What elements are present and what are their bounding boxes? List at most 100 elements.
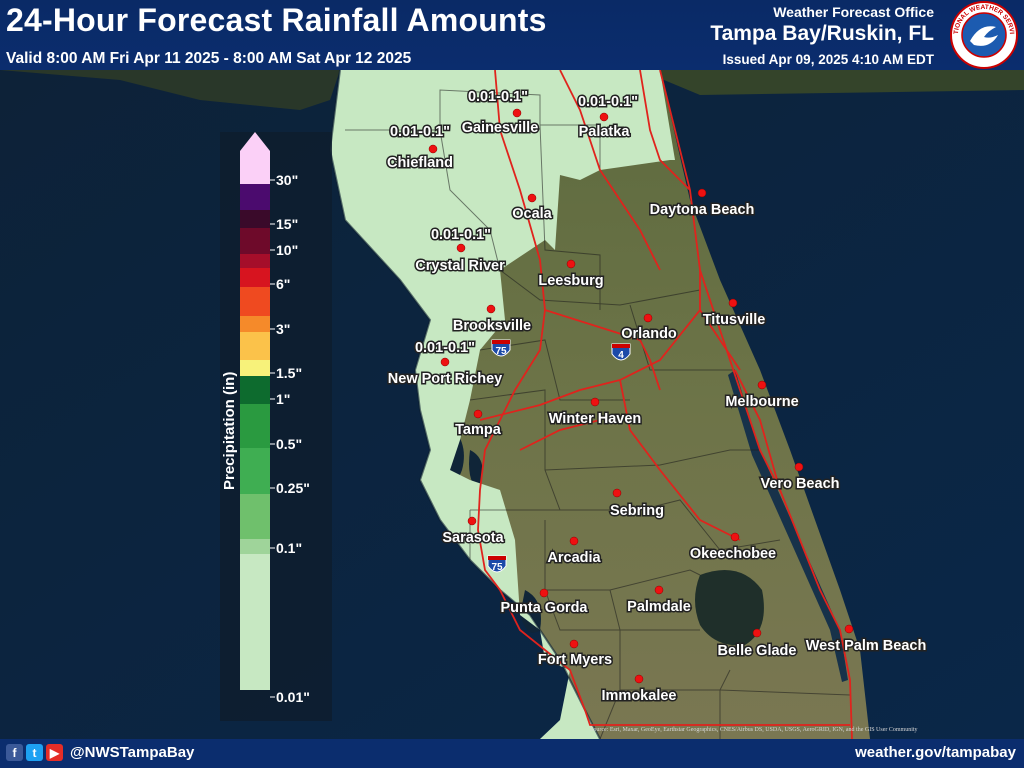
city-marker bbox=[527, 193, 537, 203]
shield-4-label: 4 bbox=[618, 350, 624, 361]
city-marker bbox=[566, 259, 576, 269]
city-label: Chiefland bbox=[387, 155, 453, 171]
legend-swatch-10 bbox=[240, 376, 270, 404]
legend-top-arrow bbox=[240, 132, 270, 151]
legend-label-4: 3" bbox=[276, 321, 290, 337]
rain-amount-labels: 0.01-0.1" 0.01-0.1" 0.01-0.1" 0.01-0.1" 0.01… bbox=[388, 88, 639, 358]
city-marker bbox=[539, 588, 549, 598]
county-lines bbox=[345, 89, 851, 739]
precip-legend: 30" 15" 10" 6" 3" 1.5" 1" 0.5" 0.25" 0.1" 0.01" Pr… bbox=[220, 132, 332, 721]
city-label: Ocala bbox=[512, 206, 552, 222]
social-handle[interactable]: @NWSTampaBay bbox=[70, 744, 195, 761]
facebook-icon[interactable]: f bbox=[6, 744, 23, 761]
city-marker bbox=[730, 532, 740, 542]
city-marker bbox=[612, 488, 622, 498]
city-marker bbox=[752, 628, 762, 638]
interstate-shield-4: 4 bbox=[611, 343, 631, 361]
legend-labels: 30" 15" 10" 6" 3" 1.5" 1" 0.5" 0.25" 0.1" 0.01" bbox=[270, 172, 310, 705]
shield-75-south-label: 75 bbox=[491, 562, 503, 573]
indian-river-lagoon bbox=[728, 370, 848, 682]
lake-okeechobee bbox=[695, 570, 764, 646]
city-label: Sarasota bbox=[442, 530, 504, 546]
city-label: New Port Richey bbox=[388, 371, 502, 387]
legend-swatch-0 bbox=[240, 151, 270, 184]
legend-label-5: 1.5" bbox=[276, 365, 302, 381]
city-label: Gainesville bbox=[462, 120, 539, 136]
legend-label-10: 0.01" bbox=[276, 689, 310, 705]
legend-swatch-12 bbox=[240, 448, 270, 494]
legend-swatch-15 bbox=[240, 554, 270, 690]
city-label: Immokalee bbox=[602, 688, 677, 704]
city-label: Melbourne bbox=[725, 394, 798, 410]
highways bbox=[477, 70, 853, 739]
city-label: Leesburg bbox=[538, 273, 603, 289]
city-marker bbox=[634, 674, 644, 684]
rain-amount-label: 0.01-0.1" bbox=[468, 89, 528, 105]
city-marker bbox=[844, 624, 854, 634]
city-label: Sebring bbox=[610, 503, 664, 519]
legend-swatch-14 bbox=[240, 539, 270, 554]
city-marker bbox=[473, 409, 483, 419]
city-marker bbox=[456, 243, 466, 253]
city-marker bbox=[757, 380, 767, 390]
legend-swatch-2 bbox=[240, 210, 270, 228]
city-marker bbox=[569, 639, 579, 649]
legend-swatches bbox=[240, 151, 270, 690]
page-title: 24-Hour Forecast Rainfall Amounts bbox=[6, 2, 547, 38]
youtube-icon[interactable]: ▶ bbox=[46, 744, 63, 761]
city-marker bbox=[512, 108, 522, 118]
city-label: Vero Beach bbox=[761, 476, 840, 492]
city-label: Belle Glade bbox=[718, 643, 797, 659]
city-label: Okeechobee bbox=[690, 546, 776, 562]
city-marker bbox=[428, 144, 438, 154]
city-label: Arcadia bbox=[547, 550, 601, 566]
rain-amount-label: 0.01-0.1" bbox=[390, 124, 450, 140]
city-label: Palatka bbox=[579, 124, 631, 140]
twitter-icon[interactable]: t bbox=[26, 744, 43, 761]
social-links: f t ▶ @NWSTampaBay bbox=[6, 744, 194, 761]
city-marker bbox=[590, 397, 600, 407]
city-marker bbox=[794, 462, 804, 472]
legend-label-3: 6" bbox=[276, 276, 290, 292]
legend-label-9: 0.1" bbox=[276, 540, 302, 556]
city-label: Orlando bbox=[621, 326, 677, 342]
city-marker bbox=[728, 298, 738, 308]
city-label: Crystal River bbox=[415, 258, 505, 274]
shield-75-label: 75 bbox=[495, 346, 507, 357]
legend-label-0: 30" bbox=[276, 172, 298, 188]
legend-title: Precipitation (in) bbox=[221, 372, 238, 490]
map-attribution: Source: Esri, Maxar, GeoEye, Earthstar G… bbox=[590, 727, 918, 733]
city-marker bbox=[467, 516, 477, 526]
legend-swatch-9 bbox=[240, 360, 270, 376]
city-label: Palmdale bbox=[627, 599, 691, 615]
city-marker bbox=[643, 313, 653, 323]
city-marker bbox=[697, 188, 707, 198]
city-label: Winter Haven bbox=[549, 411, 642, 427]
legend-label-6: 1" bbox=[276, 391, 290, 407]
legend-label-8: 0.25" bbox=[276, 480, 310, 496]
valid-period: Valid 8:00 AM Fri Apr 11 2025 - 8:00 AM … bbox=[6, 50, 412, 67]
city-marker bbox=[569, 536, 579, 546]
nws-logo: NATIONAL WEATHER SERVICE bbox=[950, 1, 1018, 69]
city-label: Tampa bbox=[455, 422, 502, 438]
legend-swatch-3 bbox=[240, 228, 270, 254]
legend-label-2: 10" bbox=[276, 242, 298, 258]
rain-amount-label: 0.01-0.1" bbox=[415, 340, 475, 356]
website-link[interactable]: weather.gov/tampabay bbox=[855, 744, 1016, 761]
rainfall-map: 75 4 75 30" 15" 10" 6" 3" 1.5" 1" 0.5" 0.25" 0.1"… bbox=[0, 70, 1024, 739]
legend-swatch-5 bbox=[240, 268, 270, 287]
legend-swatch-11 bbox=[240, 404, 270, 448]
city-label: Brooksville bbox=[453, 318, 531, 334]
city-markers: Gainesville Palatka Chiefland Ocala Daytona … bbox=[385, 108, 928, 706]
legend-panel bbox=[220, 132, 332, 721]
city-label: Punta Gorda bbox=[500, 600, 588, 616]
rain-amount-label: 0.01-0.1" bbox=[431, 227, 491, 243]
city-label: Titusville bbox=[703, 312, 766, 328]
footer-bar: f t ▶ @NWSTampaBay weather.gov/tampabay bbox=[0, 739, 1024, 768]
interstate-shield-75-north: 75 bbox=[491, 339, 511, 357]
city-marker bbox=[486, 304, 496, 314]
legend-label-7: 0.5" bbox=[276, 436, 302, 452]
city-label: Fort Myers bbox=[538, 652, 612, 668]
legend-swatch-6 bbox=[240, 287, 270, 316]
legend-swatch-7 bbox=[240, 316, 270, 332]
